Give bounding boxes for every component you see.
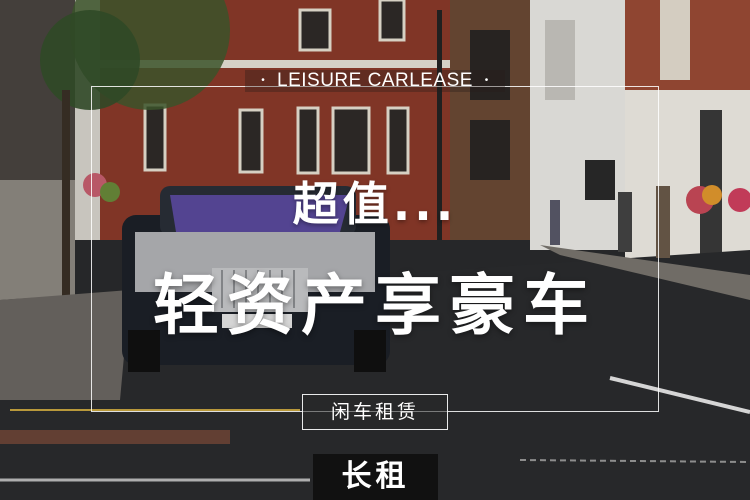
brand-dot-left: •: [261, 75, 266, 87]
tagline: 超值...: [292, 177, 458, 231]
brand-dot-right: •: [484, 75, 489, 87]
term-badge: 长租: [313, 454, 438, 500]
service-tag: 闲车租赁: [302, 394, 448, 430]
brand-logo: • LEISURE CARLEASE •: [0, 70, 750, 92]
headline: 轻资产享豪车: [153, 267, 597, 344]
brand-name: LEISURE CARLEASE: [277, 70, 473, 91]
banner-frame: [91, 86, 659, 412]
